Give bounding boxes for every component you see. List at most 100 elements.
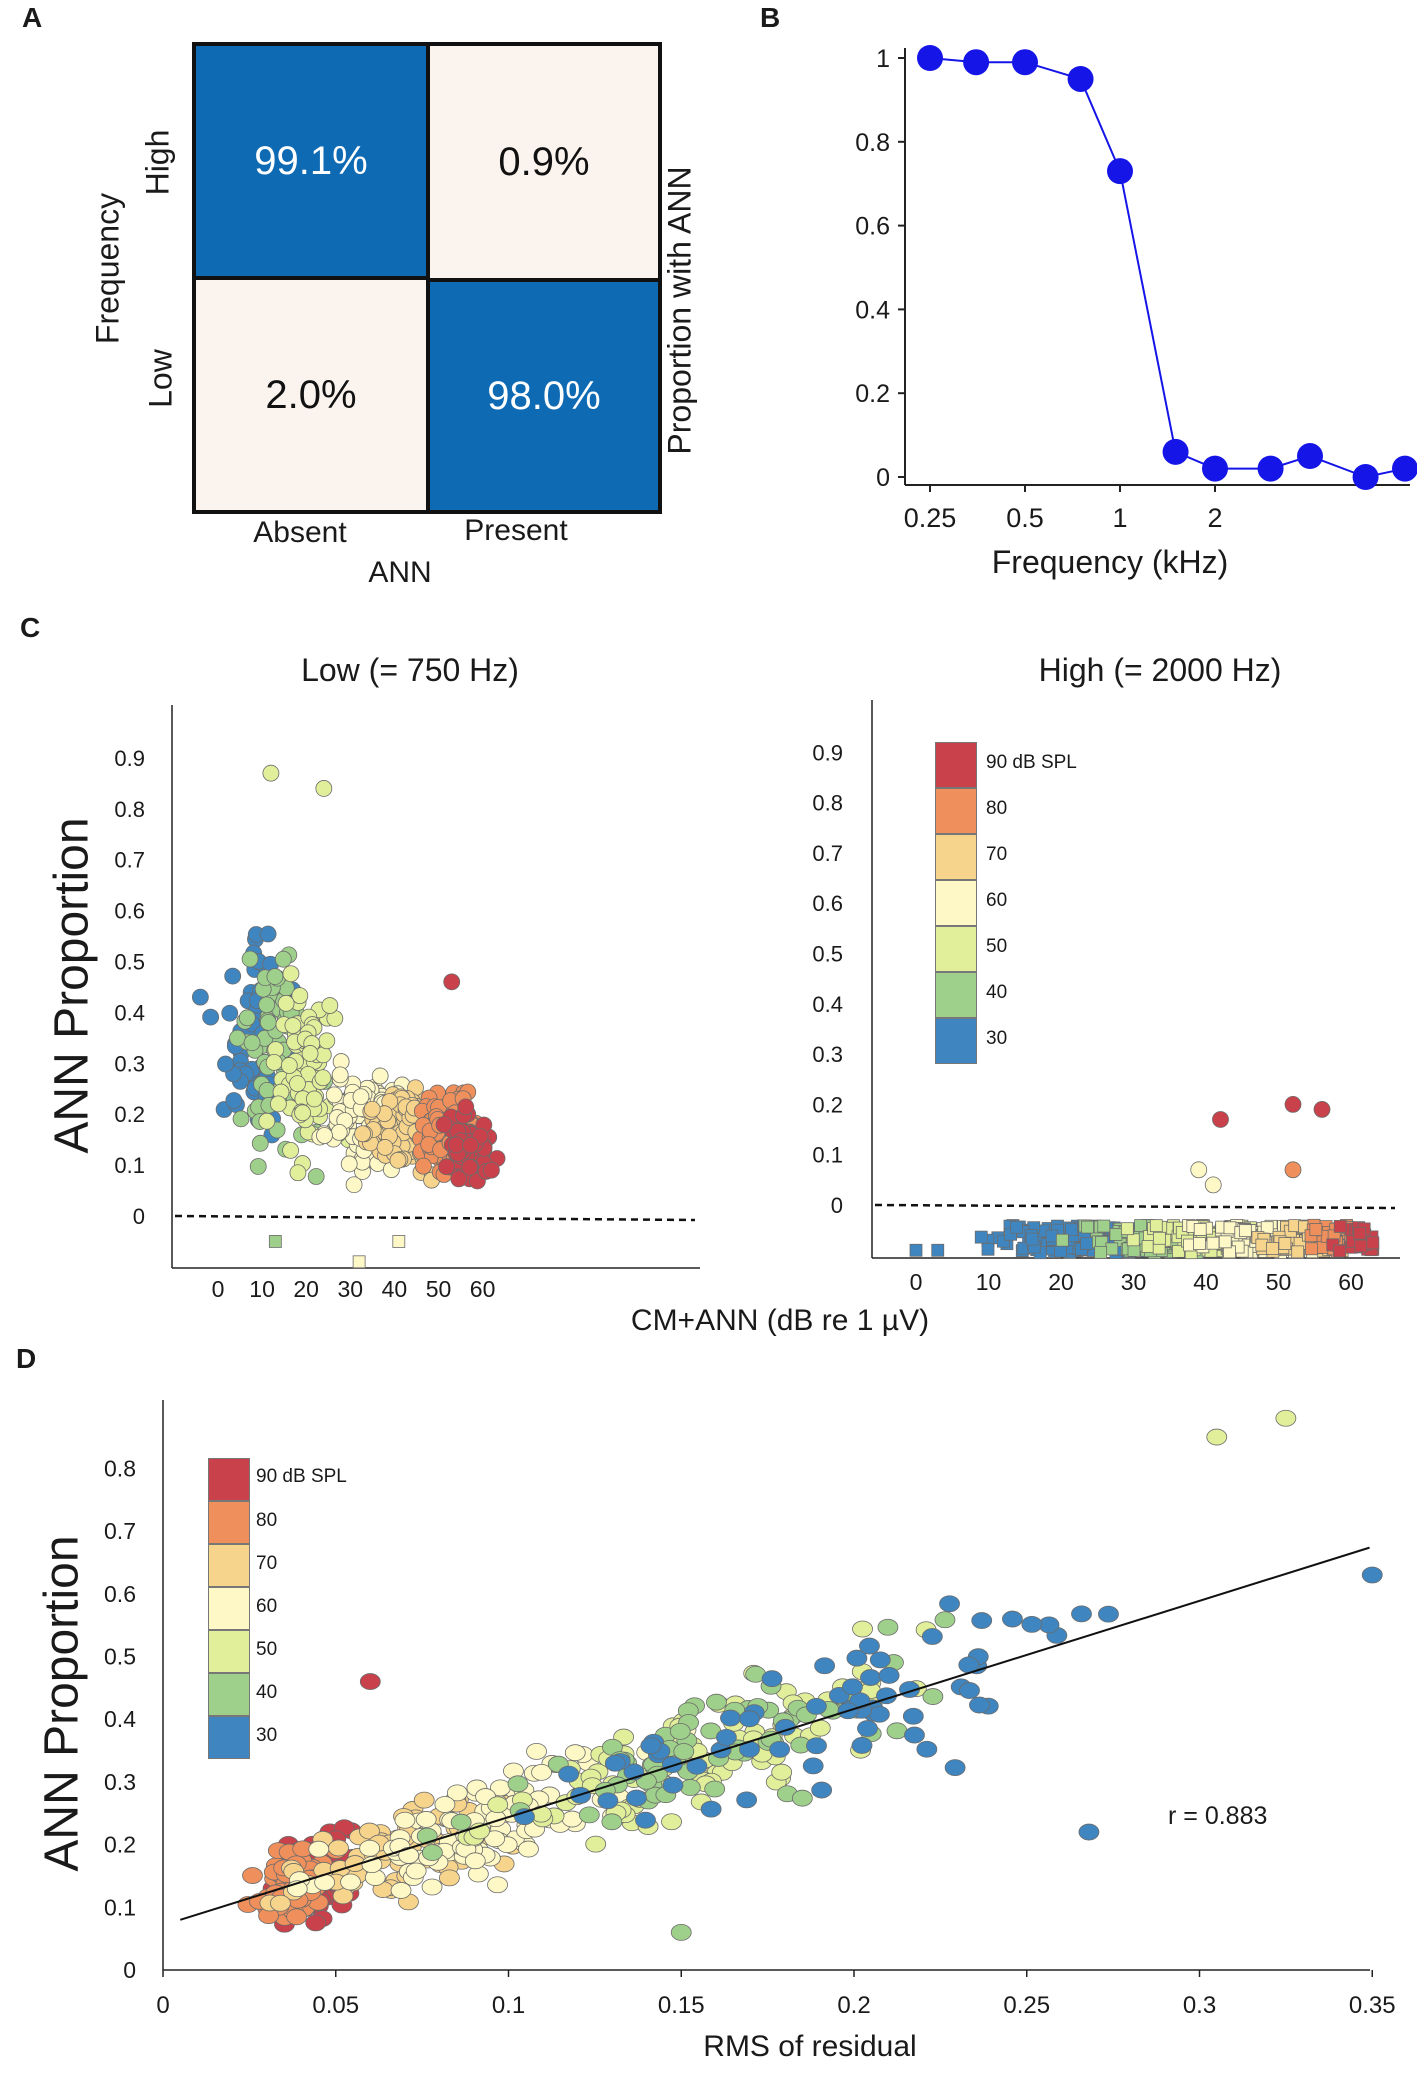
- b-ytick-label: 0.2: [855, 380, 890, 408]
- c-low-ytick-label: 0.4: [114, 1000, 145, 1025]
- d-ylabel: ANN Proportion: [35, 1535, 89, 1872]
- c-low-point: [262, 764, 280, 782]
- cell-low-present: 98.0%: [426, 278, 662, 514]
- d-point: [526, 1742, 547, 1760]
- b-xtick-label: 0.25: [904, 503, 957, 533]
- c-low-point: [191, 988, 209, 1006]
- c-high-ytick-label: 0.7: [812, 841, 843, 866]
- d-point: [242, 1867, 263, 1884]
- c-low-negative-point: [268, 1235, 282, 1248]
- c-low-point: [224, 967, 242, 985]
- d-point: [1206, 1428, 1228, 1446]
- legend-d-swatch-50: [208, 1630, 250, 1673]
- c-low-point: [483, 1161, 500, 1179]
- d-point: [394, 1811, 416, 1829]
- c-low-point: [321, 997, 339, 1014]
- c-low-point: [258, 996, 276, 1014]
- d-point: [852, 1620, 873, 1638]
- d-point: [869, 1651, 891, 1669]
- d-point: [969, 1696, 990, 1714]
- b-point: [1107, 158, 1133, 185]
- c-low-point: [289, 1164, 307, 1182]
- c-low-ytick-label: 0.7: [114, 848, 145, 873]
- d-point: [487, 1796, 509, 1814]
- c-low-point: [325, 1086, 343, 1104]
- c-high-ytick-label: 0.1: [812, 1143, 843, 1168]
- legend-d-label-80: 80: [256, 1510, 278, 1531]
- d-point: [286, 1908, 307, 1926]
- c-low-point: [331, 1066, 349, 1084]
- c-low-ytick-label: 0.2: [114, 1102, 145, 1127]
- d-point: [857, 1720, 878, 1737]
- d-xtick-label: 0.25: [1003, 1992, 1050, 2019]
- c-high-ytick-label: 0.4: [812, 992, 843, 1017]
- d-point: [1361, 1566, 1383, 1584]
- d-point: [670, 1923, 692, 1941]
- d-point: [916, 1740, 938, 1758]
- d-point: [771, 1763, 793, 1781]
- c-low-ytick-label: 0.9: [114, 746, 145, 771]
- c-low-xtick-label: 20: [293, 1276, 319, 1302]
- c-high-ytick-label: 0.3: [812, 1042, 843, 1067]
- col-label-present: Present: [464, 514, 568, 547]
- c-low-ytick-label: 0.3: [114, 1051, 145, 1076]
- c-high-point: [974, 1230, 988, 1244]
- c-low-point: [450, 1170, 468, 1188]
- d-annotation: r = 0.883: [1168, 1802, 1268, 1830]
- c-low-point: [202, 1008, 220, 1026]
- b-ytick-label: 0.4: [855, 296, 890, 324]
- c-high-xtick-label: 50: [1266, 1269, 1292, 1295]
- d-xtick-label: 0.2: [837, 1992, 870, 2019]
- d-ytick-label: 0.6: [104, 1581, 136, 1607]
- c-low-title: Low (= 750 Hz): [301, 652, 519, 688]
- d-point: [421, 1844, 443, 1861]
- d-point: [736, 1791, 758, 1809]
- legend-d-swatch-30: [208, 1716, 250, 1759]
- b-point: [1202, 455, 1228, 482]
- c-low-point: [376, 1139, 394, 1156]
- d-point: [507, 1775, 529, 1793]
- c-low-point: [259, 925, 277, 943]
- c-high-ytick-label: 0: [831, 1193, 843, 1218]
- d-ytick-label: 0.4: [104, 1706, 136, 1732]
- legend-d-label-70: 70: [256, 1553, 278, 1574]
- c-high-xtick-label: 60: [1338, 1269, 1364, 1295]
- d-xtick-label: 0.15: [658, 1992, 705, 2019]
- b-point: [1067, 65, 1094, 92]
- b-ytick-label: 0.8: [855, 129, 890, 157]
- cell-high-present: 0.9%: [426, 42, 662, 282]
- c-low-ref-line: [174, 1214, 696, 1222]
- b-point: [1352, 464, 1379, 490]
- c-low-ytick-label: 0.5: [114, 950, 145, 975]
- b-point: [1162, 438, 1189, 465]
- d-point: [270, 1894, 291, 1912]
- b-ytick-label: 1: [876, 45, 890, 73]
- c-low-point: [371, 1067, 389, 1085]
- d-point: [1002, 1610, 1023, 1628]
- c-low-ytick-label: 0: [133, 1204, 145, 1229]
- c-low-point: [289, 1075, 306, 1093]
- d-ytick-label: 0: [123, 1957, 136, 1983]
- d-ytick-label: 0.1: [104, 1894, 136, 1920]
- c-low-point: [282, 965, 300, 983]
- d-point: [715, 1728, 737, 1746]
- d-point: [413, 1791, 435, 1809]
- c-low-xtick-label: 40: [382, 1276, 408, 1302]
- d-xtick-label: 0.05: [312, 1992, 359, 2019]
- d-point: [604, 1754, 626, 1772]
- c-high-xtick-label: 10: [976, 1269, 1002, 1295]
- c-low-point: [269, 1095, 287, 1113]
- d-point: [487, 1876, 508, 1894]
- c-low-point: [435, 1116, 453, 1134]
- d-point: [359, 1839, 381, 1857]
- b-xtick-label: 2: [1207, 503, 1222, 533]
- d-point: [902, 1707, 924, 1725]
- d-point: [806, 1697, 827, 1715]
- c-low-point: [280, 1057, 298, 1074]
- c-low-point: [249, 1158, 267, 1175]
- d-point: [450, 1813, 472, 1831]
- c-low-xtick-label: 10: [249, 1276, 275, 1302]
- axis-title-ann: ANN: [368, 556, 432, 589]
- d-point: [921, 1628, 943, 1645]
- c-high-ref-line: [874, 1203, 1396, 1210]
